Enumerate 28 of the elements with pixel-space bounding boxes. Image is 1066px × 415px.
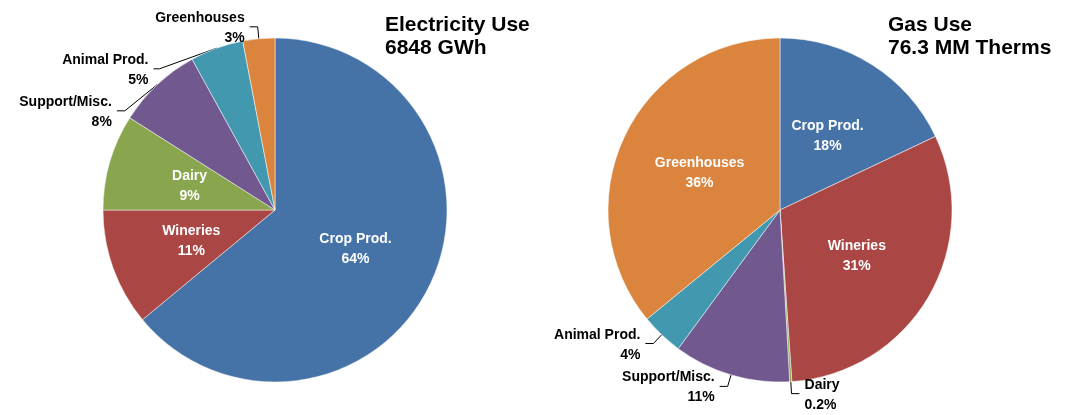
data-label: 31%: [842, 256, 872, 273]
data-label: 0.2%: [804, 395, 837, 412]
data-label: 11%: [177, 242, 206, 259]
slice-label: Support/Misc.: [19, 92, 112, 109]
slice-label: Animal Prod.: [554, 325, 641, 342]
data-label: 18%: [813, 136, 843, 153]
data-label: 64%: [341, 249, 371, 266]
data-label: 5%: [128, 70, 150, 87]
data-label: 9%: [179, 187, 201, 204]
slice-label: Crop Prod.: [791, 116, 864, 133]
slice-label: Dairy: [804, 375, 840, 392]
slice-label: Animal Prod.: [62, 50, 149, 67]
chart-subtitle: 76.3 MM Therms: [888, 35, 1052, 58]
data-label: 11%: [687, 388, 716, 405]
data-label: 4%: [620, 345, 641, 362]
text: 6848 GWh: [385, 35, 487, 58]
slice-label: Greenhouses: [654, 153, 745, 170]
slice-label: Wineries: [162, 222, 221, 239]
slice-label: Support/Misc.: [622, 368, 715, 385]
data-label: 36%: [685, 173, 715, 190]
data-label: 3%: [224, 28, 246, 45]
slice-label: Crop Prod.: [319, 229, 392, 246]
slice-label: Greenhouses: [155, 8, 245, 25]
chart-title: Electricity Use: [385, 12, 530, 35]
chart-title: Gas Use: [888, 12, 973, 35]
data-label: 8%: [91, 112, 113, 129]
slice-label: Dairy: [172, 167, 208, 184]
slice-label: Wineries: [827, 236, 887, 253]
